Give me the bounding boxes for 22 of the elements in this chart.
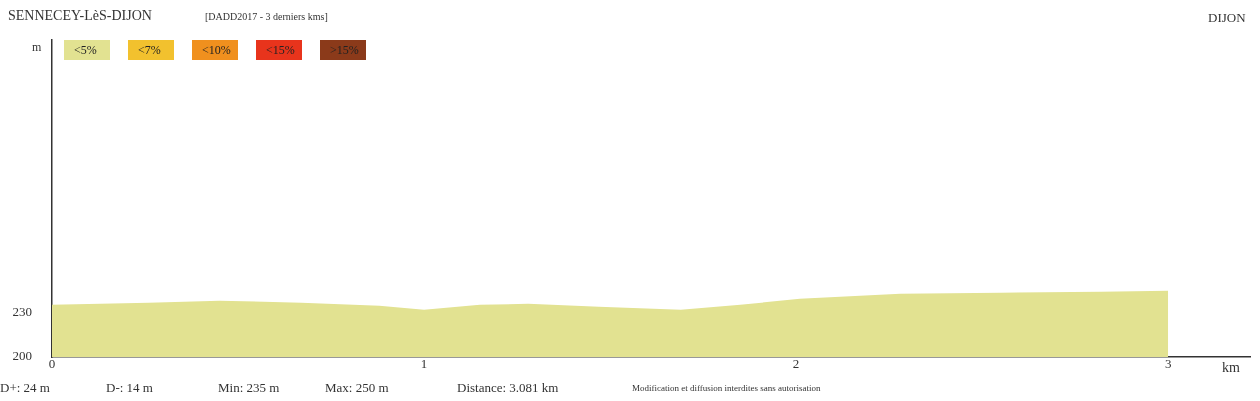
text: Max: 250 m [325, 380, 389, 396]
y-tick-label: 230 [12, 304, 32, 320]
y-axis-title: m [32, 40, 42, 55]
legend-label: <15% [264, 40, 302, 60]
x-tick-label: 2 [792, 356, 800, 372]
x-tick-label: 0 [48, 356, 56, 372]
chart-subtitle: [DADD2017 - 3 derniers kms] [205, 11, 328, 22]
x-axis-title: km [1222, 360, 1240, 376]
x-tick-label: 3 [1164, 356, 1172, 372]
x-tick-label: 1 [420, 356, 428, 372]
chart-title: SENNECEY-LèS-DIJON [8, 8, 152, 24]
text: DIJON [1208, 10, 1246, 26]
text: D+: 24 m [0, 380, 50, 396]
legend-label: <10% [200, 40, 238, 60]
y-tick-label: 200 [12, 348, 32, 364]
legend-label: <7% [136, 40, 174, 60]
legend-label: <5% [72, 40, 110, 60]
legend-label: >15% [328, 40, 366, 60]
text: Modification et diffusion interdites sans autorisation [632, 383, 821, 393]
text: D-: 14 m [106, 380, 153, 396]
text: Min: 235 m [218, 380, 280, 396]
text: Distance: 3.081 km [457, 380, 559, 396]
